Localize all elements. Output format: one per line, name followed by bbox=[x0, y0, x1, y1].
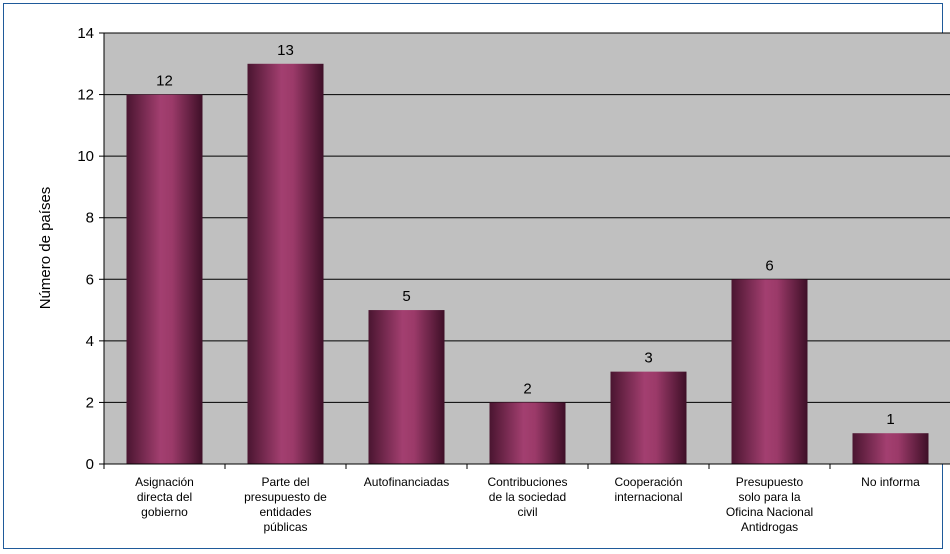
data-label-3: 2 bbox=[523, 380, 531, 397]
bar-5 bbox=[731, 279, 808, 464]
y-tick-label-5: 10 bbox=[77, 148, 94, 165]
bars bbox=[126, 63, 929, 465]
data-label-4: 3 bbox=[644, 350, 652, 367]
gridlines bbox=[104, 32, 950, 403]
bar-2 bbox=[368, 310, 445, 464]
x-category-label-3: Contribuciones de la sociedad civil bbox=[487, 475, 567, 519]
data-label-5: 6 bbox=[765, 257, 773, 274]
x-category-labels: Asignación directa del gobierno Parte del pr… bbox=[135, 475, 920, 534]
x-category-label-5: Presupuesto solo para la Oficina Nacional A… bbox=[726, 475, 813, 534]
data-label-1: 13 bbox=[277, 42, 294, 59]
x-category-label-4: Cooperación internacional bbox=[614, 475, 682, 504]
bar-3 bbox=[489, 402, 566, 464]
plot-area bbox=[104, 33, 950, 464]
x-category-label-6: No informa bbox=[861, 475, 920, 489]
y-tick-label-4: 8 bbox=[86, 210, 94, 227]
bar-6 bbox=[852, 433, 929, 464]
bar-1 bbox=[247, 63, 324, 465]
x-category-label-0: Asignación directa del gobierno bbox=[135, 475, 194, 519]
bar-4 bbox=[610, 371, 687, 464]
y-tick-label-3: 6 bbox=[86, 271, 94, 288]
y-axis-title: Número de países bbox=[37, 187, 54, 310]
y-tick-label-2: 4 bbox=[86, 333, 94, 350]
data-labels: 12 13 5 2 3 6 1 bbox=[156, 42, 895, 428]
y-tick-label-1: 2 bbox=[86, 394, 94, 411]
data-label-2: 5 bbox=[402, 288, 410, 305]
x-category-label-1: Parte del presupuesto de entidades públicas bbox=[244, 475, 327, 534]
y-tick-label-6: 12 bbox=[77, 87, 94, 104]
data-label-6: 1 bbox=[886, 411, 894, 428]
y-tick-label-0: 0 bbox=[86, 456, 94, 473]
x-category-label-2: Autofinanciadas bbox=[364, 475, 449, 489]
data-label-0: 12 bbox=[156, 73, 173, 90]
y-tick-labels: 0 2 4 6 8 10 12 14 bbox=[77, 25, 94, 473]
axes bbox=[99, 32, 950, 469]
y-tick-label-7: 14 bbox=[77, 25, 94, 42]
bar-0 bbox=[126, 94, 203, 465]
